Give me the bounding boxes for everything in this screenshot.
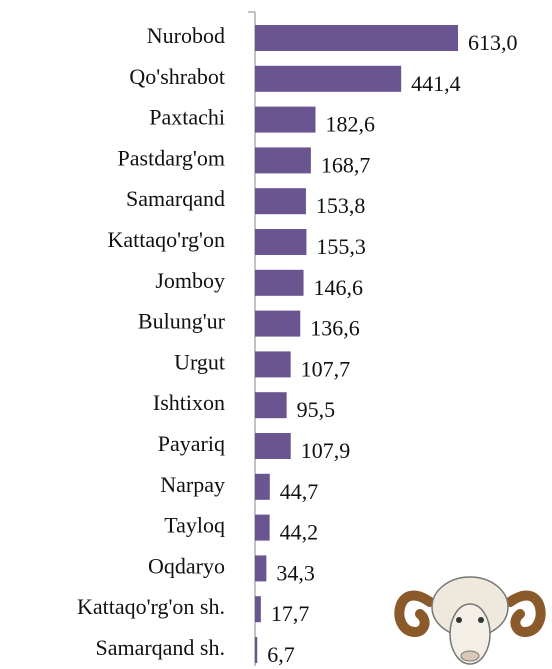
value-label: 44,7 [280,479,319,504]
bar [255,351,291,377]
value-label: 613,0 [468,30,518,55]
category-label: Nurobod [147,23,225,48]
bar [255,25,458,51]
value-label: 441,4 [411,71,461,96]
ram-illustration [399,577,540,664]
category-label: Pastdarg'om [118,145,225,170]
category-label: Paxtachi [149,105,225,130]
bar [255,147,311,173]
bar [255,107,315,133]
category-label: Urgut [174,349,225,374]
value-label: 182,6 [325,112,375,137]
value-label: 136,6 [310,316,360,341]
category-label: Bulung'ur [138,309,226,334]
category-label: Samarqand sh. [95,635,225,660]
category-label: Tayloq [164,513,225,538]
value-label: 17,7 [271,601,310,626]
bar [255,515,270,541]
category-label: Oqdaryo [148,553,225,578]
value-label: 95,5 [297,397,336,422]
value-label: 34,3 [276,560,315,585]
category-label: Qo'shrabot [129,64,225,89]
bar [255,596,261,622]
category-label: Kattaqo'rg'on sh. [77,594,225,619]
bar [255,555,266,581]
value-label: 155,3 [316,234,366,259]
bar [255,229,306,255]
value-label: 153,8 [316,193,366,218]
bar [255,188,306,214]
bar [255,637,257,663]
bar [255,474,270,500]
bar [255,66,401,92]
category-label: Payariq [158,431,225,456]
category-label: Jomboy [155,268,225,293]
value-label: 107,9 [301,438,351,463]
bar [255,270,304,296]
category-label: Kattaqo'rg'on [108,227,226,252]
value-label: 44,2 [280,520,319,545]
category-label: Ishtixon [153,390,225,415]
value-label: 168,7 [321,152,371,177]
category-label: Narpay [160,472,225,497]
bar [255,392,287,418]
value-label: 107,7 [301,356,351,381]
value-label: 146,6 [314,275,364,300]
category-label: Samarqand [126,186,225,211]
chart: Nurobod 613,0 Qo'shrabot 441,4 Paxtachi 182,6… [0,0,552,669]
bar [255,433,291,459]
bar [255,311,300,337]
value-label: 6,7 [267,642,295,667]
